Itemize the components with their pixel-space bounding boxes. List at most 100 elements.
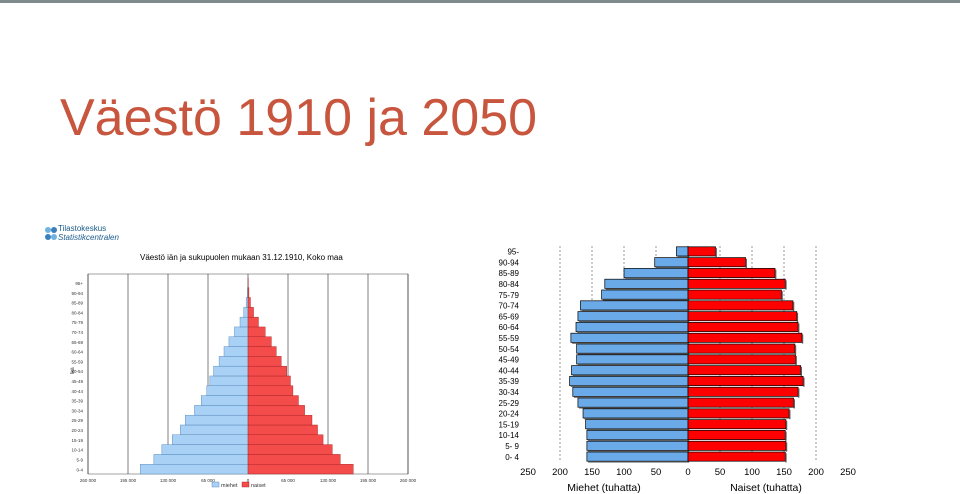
- bar-shadow: [655, 266, 690, 269]
- bar-miehet: [601, 289, 689, 300]
- bar-naiset: [247, 463, 354, 475]
- bar-miehet: [245, 297, 249, 308]
- bar-miehet: [575, 322, 689, 332]
- bar-naiset: [687, 365, 801, 376]
- bar-miehet: [140, 463, 249, 475]
- bar-shadow: [789, 410, 791, 420]
- bar-miehet: [571, 365, 689, 376]
- y-tick-label: 20-24: [71, 428, 83, 433]
- bar-shadow: [588, 439, 690, 441]
- bar-naiset: [687, 332, 803, 343]
- bar-shadow: [796, 312, 799, 322]
- bar-shadow: [606, 288, 690, 290]
- bar-miehet: [239, 316, 249, 328]
- bar-naiset: [687, 246, 716, 257]
- y-tick-label: 90-94: [71, 291, 83, 296]
- bar-naiset: [687, 354, 796, 365]
- bar-naiset: [247, 385, 294, 396]
- bar-shadow: [801, 334, 804, 344]
- bar-shadow: [588, 450, 690, 452]
- bar-miehet: [577, 397, 689, 408]
- bar-naiset: [687, 322, 799, 332]
- y-tick-label: 25-29: [71, 418, 83, 423]
- bar-naiset: [687, 268, 776, 278]
- bar-naiset: [247, 454, 341, 465]
- bar-naiset: [247, 307, 254, 318]
- bar-shadow: [577, 364, 690, 366]
- bar-naiset: [247, 395, 299, 406]
- y-tick-label: 0-4: [76, 467, 83, 472]
- bar-miehet: [577, 311, 689, 322]
- bar-naiset: [247, 326, 266, 337]
- x-tick-label: 100: [616, 467, 632, 478]
- bar-miehet: [654, 257, 689, 268]
- y-tick-label: 10-14: [499, 431, 520, 440]
- y-tick-label: 5- 9: [505, 442, 519, 451]
- bar-shadow: [785, 453, 787, 463]
- y-tick-label: 35-39: [499, 377, 520, 386]
- bar-miehet: [572, 386, 689, 397]
- y-tick-label: 80-84: [71, 310, 83, 315]
- x-tick-label: 65 000: [281, 478, 295, 483]
- y-tick-label: 70-74: [71, 330, 83, 335]
- bar-miehet: [586, 440, 689, 451]
- x-tick-label: 65 000: [201, 478, 215, 483]
- bar-naiset: [247, 297, 251, 308]
- y-tick-label: 5-9: [76, 457, 83, 462]
- y-tick-label: 40-44: [499, 366, 520, 375]
- y-tick-label: 85-89: [71, 301, 83, 306]
- y-tick-label: 45-49: [71, 379, 83, 384]
- bar-naiset: [247, 356, 282, 367]
- x-tick-label: 195 000: [120, 478, 137, 483]
- bar-shadow: [625, 277, 690, 279]
- y-tick-label: 90-94: [499, 258, 520, 267]
- x-tick-label: 150: [776, 467, 792, 478]
- bar-miehet: [185, 414, 249, 426]
- bar-miehet: [569, 376, 689, 386]
- bar-naiset: [247, 444, 333, 455]
- y-tick-label: 50-54: [71, 369, 83, 374]
- bar-miehet: [623, 268, 689, 278]
- legend-label-naiset: naiset: [251, 483, 266, 489]
- y-tick-label: 65-69: [499, 312, 520, 321]
- logo-text-finnish: Tilastokeskus: [58, 224, 107, 233]
- bar-shadow: [677, 256, 690, 258]
- bar-miehet: [576, 343, 689, 354]
- bar-shadow: [577, 331, 690, 333]
- bar-shadow: [586, 428, 690, 431]
- x-tick-label: 150: [584, 467, 600, 478]
- x-tick-label: 250: [520, 467, 536, 478]
- bar-naiset: [687, 419, 787, 430]
- bar-miehet: [582, 408, 689, 419]
- y-tick-label: 60-64: [499, 323, 520, 332]
- y-tick-label: 55-59: [71, 359, 83, 364]
- bar-miehet: [570, 332, 689, 343]
- x-tick-label: 50: [715, 467, 726, 478]
- y-tick-label: 95-: [507, 248, 519, 257]
- population-pyramid-1910: Väestö iän ja sukupuolen mukaan 31.12.19…: [70, 253, 417, 489]
- y-tick-label: 80-84: [499, 280, 520, 289]
- bar-shadow: [581, 310, 690, 312]
- bar-miehet: [213, 365, 249, 377]
- x-tick-label: 0: [247, 478, 250, 483]
- legend-label-miehet: miehet: [221, 483, 238, 489]
- bar-miehet: [676, 246, 689, 257]
- bar-shadow: [574, 396, 690, 398]
- bar-shadow: [781, 291, 783, 301]
- y-tick-label: 35-39: [71, 399, 83, 404]
- bar-miehet: [209, 375, 249, 386]
- bar-naiset: [687, 397, 794, 408]
- bar-naiset: [687, 386, 799, 397]
- x-tick-label: 260 000: [80, 478, 97, 483]
- bar-miehet: [194, 405, 249, 416]
- bar-naiset: [687, 451, 786, 462]
- bar-shadow: [745, 258, 747, 268]
- bar-naiset: [247, 405, 305, 416]
- bar-shadow: [577, 353, 690, 355]
- y-tick-label: 50-54: [499, 345, 520, 354]
- bar-naiset: [687, 440, 787, 451]
- bar-naiset: [247, 346, 277, 357]
- bar-miehet: [201, 395, 249, 406]
- bar-miehet: [153, 454, 249, 465]
